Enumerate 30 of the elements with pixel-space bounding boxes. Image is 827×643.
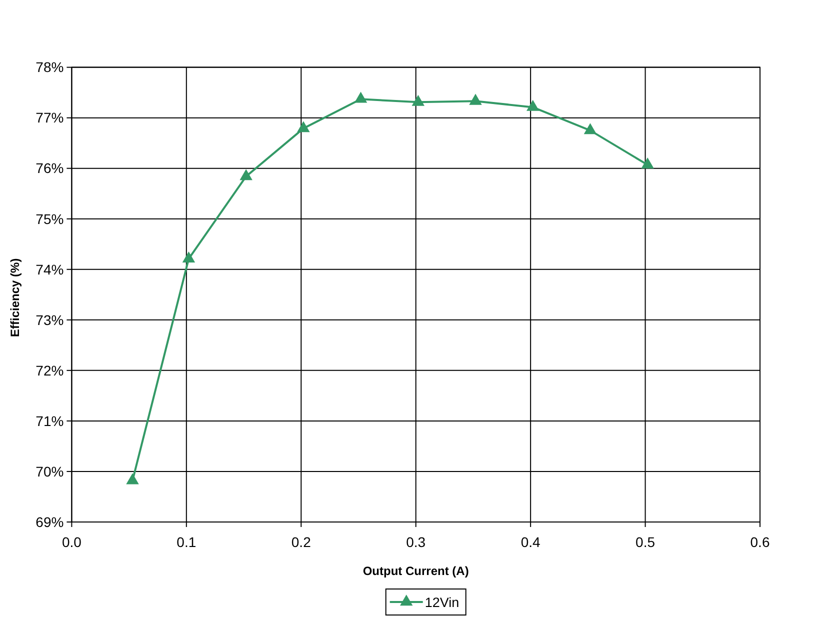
point <box>182 251 196 262</box>
point <box>584 123 597 134</box>
x-tick-label: 0.6 <box>750 534 770 550</box>
y-tick-label: 76% <box>36 160 64 176</box>
y-tick-label: 73% <box>36 312 64 328</box>
point <box>297 121 310 132</box>
y-tick-label: 70% <box>36 463 64 480</box>
y-tick-label: 77% <box>36 110 64 126</box>
legend-label: 12Vin <box>424 595 460 610</box>
point <box>469 94 482 105</box>
point <box>641 157 654 168</box>
x-tick-label: 0.2 <box>291 534 312 550</box>
point <box>526 100 540 111</box>
y-tick-label: 72% <box>36 362 64 378</box>
y-tick-label: 78% <box>36 59 64 76</box>
x-tick-label: 0.3 <box>406 534 426 550</box>
x-tick-label: 0.4 <box>520 534 541 550</box>
x-axis-title: Output Current (A) <box>362 564 469 578</box>
x-tick-label: 0.0 <box>62 534 82 550</box>
point <box>126 473 139 484</box>
y-tick-label: 71% <box>36 412 64 429</box>
y-tick-label: 75% <box>36 210 64 227</box>
y-tick-label: 69% <box>36 514 64 530</box>
x-tick-label: 0.5 <box>636 534 656 550</box>
point <box>412 94 424 106</box>
y-axis-title: Efficiency (%) <box>8 258 22 337</box>
y-tick-label: 74% <box>36 261 64 278</box>
x-tick-label: 0.1 <box>176 534 196 550</box>
point <box>240 169 252 180</box>
point <box>354 92 368 103</box>
